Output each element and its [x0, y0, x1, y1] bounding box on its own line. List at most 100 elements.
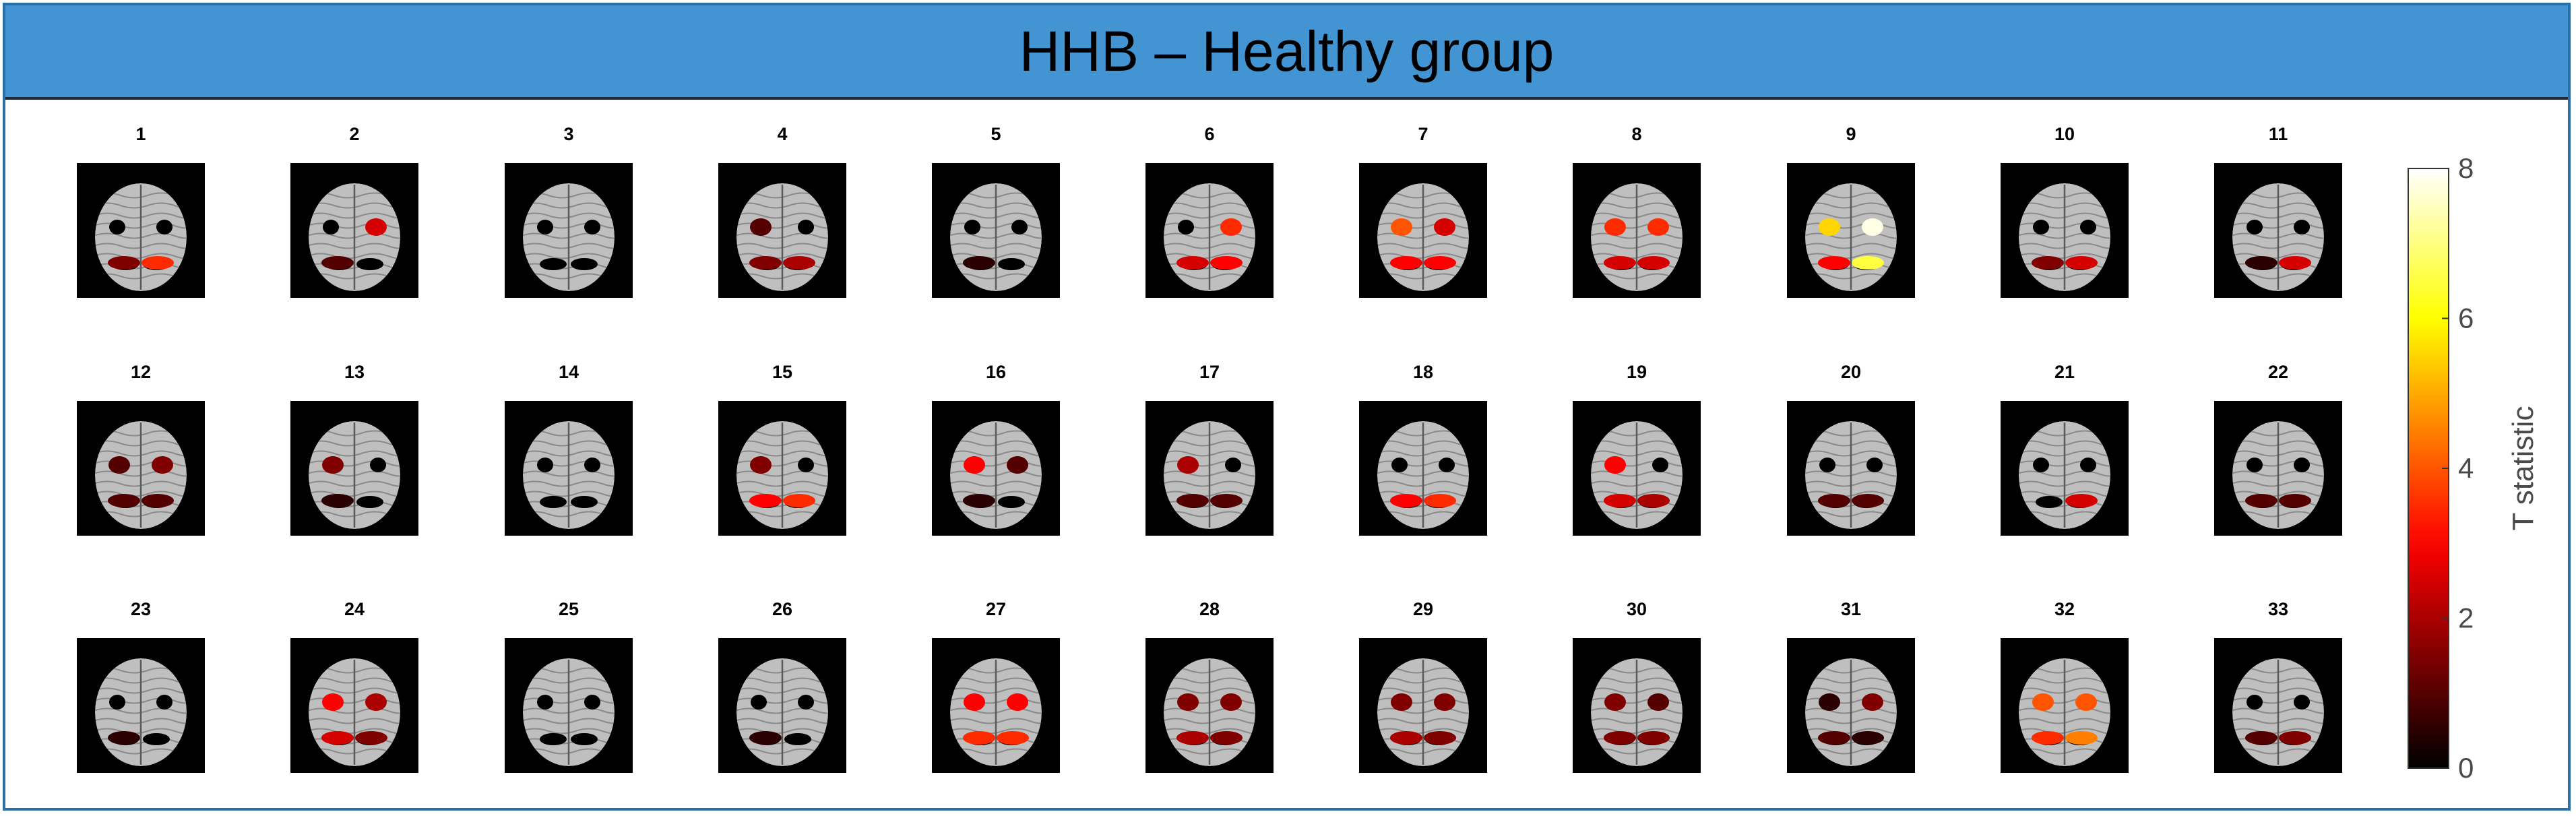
gyrus-line	[1164, 480, 1255, 487]
gyrus-line	[2019, 491, 2110, 497]
gyrus-line	[1805, 212, 1897, 219]
sensor-gap	[2247, 695, 2263, 710]
channel-panel: 29	[1359, 599, 1487, 773]
channel-panel: 23	[77, 599, 205, 773]
activation-spot	[152, 456, 173, 474]
gyrus-line	[1164, 212, 1255, 219]
brain-activation-map	[1787, 638, 1915, 773]
channel-panel: 33	[2214, 599, 2342, 773]
channel-panel: 11	[2214, 124, 2342, 298]
channel-number: 19	[1626, 362, 1647, 382]
channel-panel: 8	[1573, 124, 1701, 298]
gyrus-line	[1805, 491, 1897, 497]
gyrus-line	[1164, 243, 1255, 249]
activation-spot	[1819, 693, 1840, 711]
sensor-gap	[1652, 458, 1668, 472]
activation-spot	[1604, 256, 1636, 270]
gyrus-line	[950, 253, 1042, 259]
activation-spot	[1176, 256, 1209, 270]
gyrus-line	[1591, 253, 1683, 259]
gyrus-line	[1377, 687, 1469, 694]
channel-number: 12	[130, 362, 152, 382]
activation-spot	[1424, 256, 1456, 270]
gyrus-line	[950, 728, 1042, 734]
channel-panel: 19	[1573, 362, 1701, 536]
brain-activation-map	[77, 163, 205, 298]
sensor-gap	[1439, 458, 1455, 472]
channel-panel: 25	[505, 599, 633, 773]
figure-frame: HHB – Healthy group	[3, 3, 2571, 811]
channel-panel: 32	[2001, 599, 2129, 773]
gyrus-line	[309, 728, 400, 734]
channel-panel: 28	[1145, 599, 1274, 773]
gyrus-line	[1805, 243, 1897, 249]
sensor-gap	[998, 496, 1025, 508]
activation-spot	[1390, 256, 1422, 270]
gyrus-line	[95, 491, 187, 497]
channel-number: 28	[1199, 599, 1220, 619]
activation-spot	[108, 456, 130, 474]
channel-number: 27	[985, 599, 1007, 619]
gyrus-line	[309, 253, 400, 259]
activation-spot	[1424, 494, 1456, 507]
channel-panel: 2	[290, 124, 418, 298]
gyrus-line	[1591, 480, 1683, 487]
channel-number: 10	[2054, 124, 2075, 144]
gyrus-line	[2232, 212, 2324, 219]
sensor-gap	[540, 258, 567, 270]
channel-panel: 31	[1787, 599, 1915, 773]
brain-activation-map	[2001, 638, 2129, 773]
gyrus-line	[1805, 728, 1897, 734]
brain-activation-map	[1787, 401, 1915, 536]
brain-activation-map	[2214, 638, 2342, 773]
sensor-gap	[537, 695, 553, 710]
channel-number: 20	[1840, 362, 1862, 382]
sensor-gap	[156, 695, 172, 710]
gyrus-line	[736, 243, 828, 249]
activation-spot	[1220, 693, 1242, 711]
gyrus-line	[736, 708, 828, 714]
gyrus-line	[523, 232, 615, 239]
gyrus-line	[736, 491, 828, 497]
gyrus-line	[1164, 687, 1255, 694]
brain-activation-map	[2214, 401, 2342, 536]
activation-spot	[1818, 731, 1850, 745]
channel-panel: 14	[505, 362, 633, 536]
channel-panel: 6	[1145, 124, 1274, 298]
sensor-gap	[2080, 458, 2096, 472]
activation-spot	[1604, 456, 1626, 474]
gyrus-line	[95, 212, 187, 219]
sensor-gap	[2294, 220, 2310, 234]
colorbar-tick-label: 8	[2458, 152, 2474, 184]
sensor-gap	[2294, 695, 2310, 710]
gyrus-line	[309, 232, 400, 239]
activation-spot	[365, 693, 387, 711]
channel-number: 24	[344, 599, 365, 619]
brain-activation-map	[718, 638, 846, 773]
channel-number: 17	[1199, 362, 1220, 382]
activation-spot	[1819, 218, 1840, 236]
gyrus-line	[2232, 718, 2324, 724]
gyrus-line	[736, 687, 828, 694]
gyrus-line	[2019, 450, 2110, 457]
gyrus-line	[1164, 728, 1255, 734]
gyrus-line	[523, 243, 615, 249]
activation-spot	[142, 256, 174, 270]
activation-spot	[1604, 731, 1636, 745]
gyrus-line	[1805, 450, 1897, 457]
activation-spot	[142, 494, 174, 507]
activation-spot	[365, 218, 387, 236]
brain-activation-map	[718, 163, 846, 298]
colorbar-tick-label: 2	[2458, 602, 2474, 634]
activation-spot	[2279, 256, 2311, 270]
sensor-gap	[109, 220, 125, 234]
activation-spot	[1210, 494, 1243, 507]
activation-spot	[1604, 494, 1636, 507]
gyrus-line	[1805, 687, 1897, 694]
sensor-gap	[798, 220, 814, 234]
activation-spot	[1862, 693, 1883, 711]
sensor-gap	[584, 695, 600, 710]
activation-spot	[963, 731, 995, 745]
sensor-gap	[584, 458, 600, 472]
